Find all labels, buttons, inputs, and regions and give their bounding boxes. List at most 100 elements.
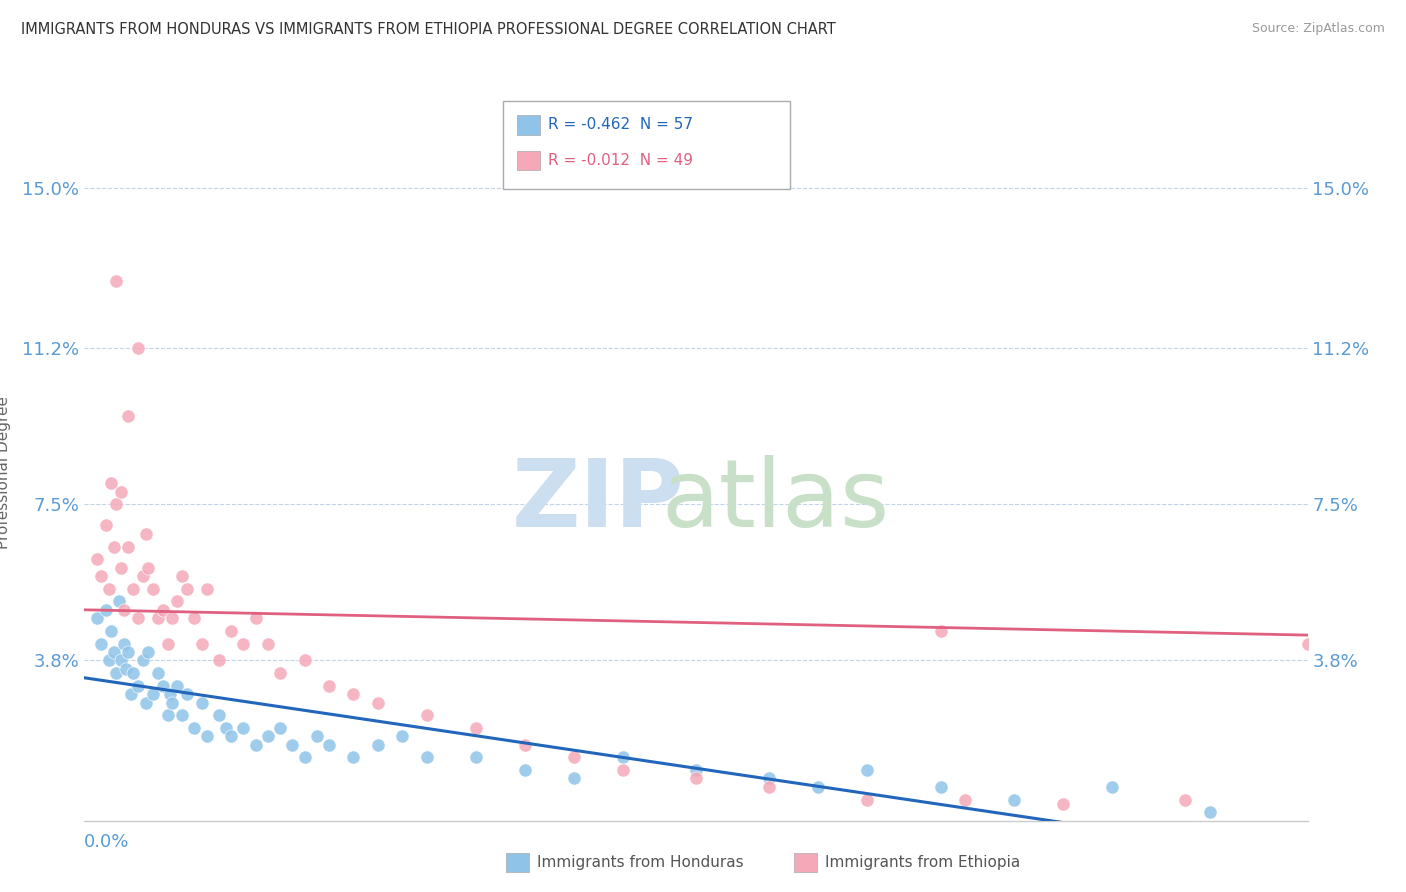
Point — [191, 636, 214, 650]
Point — [269, 666, 291, 681]
Point — [96, 603, 118, 617]
Point — [1101, 780, 1123, 794]
Text: atlas: atlas — [661, 455, 890, 547]
Point — [1174, 792, 1197, 806]
Point — [135, 527, 157, 541]
Text: Immigrants from Honduras: Immigrants from Honduras — [537, 855, 744, 870]
Point — [122, 666, 145, 681]
Point — [807, 780, 830, 794]
Point — [219, 624, 242, 638]
Point — [562, 772, 585, 786]
Point — [110, 560, 132, 574]
Point — [105, 497, 128, 511]
Point — [132, 653, 155, 667]
Point — [1296, 636, 1319, 650]
Point — [294, 750, 316, 764]
Point — [367, 738, 389, 752]
Point — [90, 636, 112, 650]
Point — [257, 729, 280, 743]
Point — [215, 721, 238, 735]
Point — [166, 594, 188, 608]
Text: Immigrants from Ethiopia: Immigrants from Ethiopia — [825, 855, 1021, 870]
Point — [127, 342, 149, 356]
Text: 0.0%: 0.0% — [84, 833, 129, 851]
Point — [127, 611, 149, 625]
Point — [146, 611, 169, 625]
Point — [159, 687, 181, 701]
Point — [152, 603, 174, 617]
Point — [112, 636, 135, 650]
Point — [112, 603, 135, 617]
Point — [612, 763, 634, 777]
Point — [96, 518, 118, 533]
Point — [1002, 792, 1025, 806]
Point — [162, 611, 184, 625]
Point — [110, 653, 132, 667]
Text: R = -0.012  N = 49: R = -0.012 N = 49 — [548, 153, 693, 168]
Point — [146, 666, 169, 681]
Point — [117, 645, 139, 659]
Point — [685, 763, 707, 777]
Point — [142, 582, 165, 596]
Point — [685, 772, 707, 786]
Text: R = -0.462  N = 57: R = -0.462 N = 57 — [548, 118, 693, 132]
Point — [281, 738, 304, 752]
Point — [367, 696, 389, 710]
Point — [172, 569, 194, 583]
Point — [953, 792, 976, 806]
Point — [758, 772, 780, 786]
Point — [105, 666, 128, 681]
Point — [100, 476, 122, 491]
Point — [929, 624, 952, 638]
Point — [208, 708, 231, 723]
Text: ZIP: ZIP — [512, 455, 685, 547]
Point — [1052, 797, 1074, 811]
Point — [86, 552, 108, 566]
Point — [562, 750, 585, 764]
Point — [127, 679, 149, 693]
Text: Source: ZipAtlas.com: Source: ZipAtlas.com — [1251, 22, 1385, 36]
Point — [90, 569, 112, 583]
Point — [232, 721, 254, 735]
Point — [103, 645, 125, 659]
Point — [183, 611, 205, 625]
Point — [105, 274, 128, 288]
Point — [305, 729, 328, 743]
Point — [342, 750, 364, 764]
Point — [152, 679, 174, 693]
Point — [172, 708, 194, 723]
Point — [115, 662, 138, 676]
Point — [156, 636, 179, 650]
Point — [856, 763, 879, 777]
Point — [856, 792, 879, 806]
Point — [195, 582, 218, 596]
Point — [120, 687, 142, 701]
Point — [100, 624, 122, 638]
Point — [929, 780, 952, 794]
Point — [416, 708, 439, 723]
Point — [208, 653, 231, 667]
Point — [103, 540, 125, 554]
Point — [176, 687, 198, 701]
Point — [142, 687, 165, 701]
Point — [86, 611, 108, 625]
Point — [156, 708, 179, 723]
Point — [464, 750, 486, 764]
Point — [176, 582, 198, 596]
Point — [136, 645, 159, 659]
Point — [183, 721, 205, 735]
Point — [758, 780, 780, 794]
Point — [1198, 805, 1220, 820]
Point — [464, 721, 486, 735]
Point — [117, 540, 139, 554]
Point — [132, 569, 155, 583]
Point — [191, 696, 214, 710]
Point — [122, 582, 145, 596]
Point — [342, 687, 364, 701]
Point — [513, 738, 536, 752]
Point — [97, 582, 120, 596]
Point — [416, 750, 439, 764]
Point — [257, 636, 280, 650]
Point — [166, 679, 188, 693]
Y-axis label: Professional Degree: Professional Degree — [0, 396, 11, 549]
